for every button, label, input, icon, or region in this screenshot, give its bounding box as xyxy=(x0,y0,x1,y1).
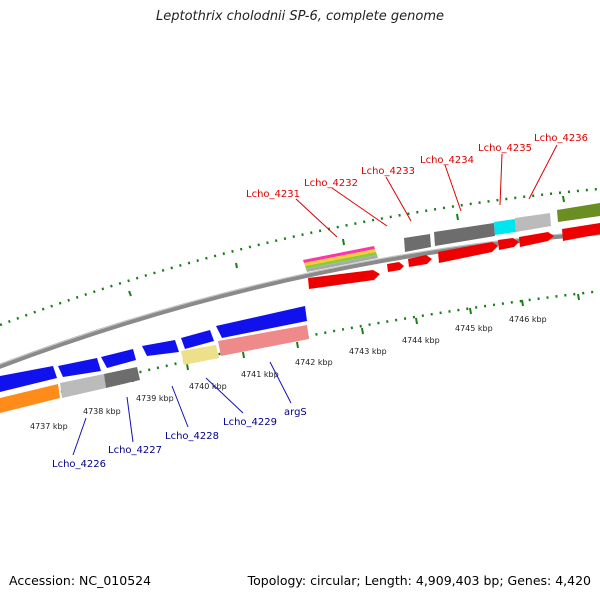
gene-label-lcho-4231: Lcho_4231 xyxy=(246,189,300,200)
gene-label-lcho-4227: Lcho_4227 xyxy=(108,445,162,456)
gene-reverse xyxy=(0,366,57,392)
forward-annotations xyxy=(303,203,600,272)
reverse-genes xyxy=(0,306,307,392)
reverse-gene-labels: Lcho_4226 Lcho_4227 Lcho_4228 Lcho_4229 … xyxy=(52,407,307,470)
outer-tick-ring xyxy=(0,187,600,327)
kbp-label: 4744 kbp xyxy=(402,336,440,345)
feature-dark-gray xyxy=(104,367,140,388)
gene-lcho-4233 xyxy=(408,255,432,267)
feature-yellow xyxy=(181,345,219,365)
forward-gene-labels: Lcho_4231 Lcho_4232 Lcho_4233 Lcho_4234 … xyxy=(246,133,588,200)
gene-label-lcho-4226: Lcho_4226 xyxy=(52,459,106,470)
feature-rrna-stack xyxy=(305,252,377,269)
feature-pink xyxy=(218,325,309,356)
reverse-annotations xyxy=(0,325,309,413)
gene-next-forward xyxy=(562,223,600,241)
gene-lcho-4236 xyxy=(519,232,554,247)
accession-text: Accession: NC_010524 xyxy=(9,573,152,588)
feature-dark-gray xyxy=(404,234,431,252)
feature-rrna-stack xyxy=(304,249,376,266)
feature-orange xyxy=(0,384,60,413)
feature-cyan xyxy=(494,219,516,235)
inner-major-ticks xyxy=(21,293,580,403)
gene-lcho-4235 xyxy=(498,238,519,250)
kbp-label: 4740 kbp xyxy=(189,382,227,391)
gene-label-lcho-4228: Lcho_4228 xyxy=(165,431,219,442)
kbp-label: 4745 kbp xyxy=(455,324,493,333)
forward-genes xyxy=(308,223,600,289)
feature-olive xyxy=(557,203,600,222)
gene-label-lcho-4234: Lcho_4234 xyxy=(420,155,474,166)
gene-label-lcho-4233: Lcho_4233 xyxy=(361,166,415,177)
gene-lcho-4232 xyxy=(387,262,404,272)
gene-lcho-4228 xyxy=(142,340,179,356)
kbp-label: 4742 kbp xyxy=(295,358,333,367)
backbone-arc xyxy=(0,230,600,369)
kbp-label: 4737 kbp xyxy=(30,422,68,431)
gene-label-args: argS xyxy=(284,407,307,418)
gene-lcho-4227 xyxy=(101,349,136,368)
gene-label-lcho-4235: Lcho_4235 xyxy=(478,143,532,154)
kbp-labels: 4737 kbp 4738 kbp 4739 kbp 4740 kbp 4741… xyxy=(30,315,547,431)
feature-light-gray xyxy=(60,374,106,398)
gene-label-lcho-4232: Lcho_4232 xyxy=(304,178,358,189)
kbp-label: 4743 kbp xyxy=(349,347,387,356)
gene-lcho-4234 xyxy=(438,242,498,263)
map-title: Leptothrix cholodnii SP-6, complete geno… xyxy=(156,9,444,24)
kbp-label: 4738 kbp xyxy=(83,407,121,416)
kbp-label: 4741 kbp xyxy=(241,370,279,379)
forward-leader-lines xyxy=(295,144,558,238)
kbp-label: 4739 kbp xyxy=(136,394,174,403)
genome-summary-text: Topology: circular; Length: 4,909,403 bp… xyxy=(247,573,591,588)
outer-major-ticks xyxy=(128,195,565,297)
feature-light-gray xyxy=(515,213,551,232)
feature-dark-gray xyxy=(434,223,495,246)
reverse-leader-lines xyxy=(72,361,292,456)
feature-rrna-stack xyxy=(306,255,378,272)
backbone-arc-highlight xyxy=(0,230,600,365)
gene-label-lcho-4229: Lcho_4229 xyxy=(223,417,277,428)
gene-lcho-4226 xyxy=(58,358,101,377)
gene-label-lcho-4236: Lcho_4236 xyxy=(534,133,588,144)
feature-rrna-stack xyxy=(303,246,375,263)
kbp-label: 4746 kbp xyxy=(509,315,547,324)
gene-args xyxy=(216,306,307,338)
gene-lcho-4231 xyxy=(308,270,380,289)
gene-lcho-4229 xyxy=(181,330,214,349)
